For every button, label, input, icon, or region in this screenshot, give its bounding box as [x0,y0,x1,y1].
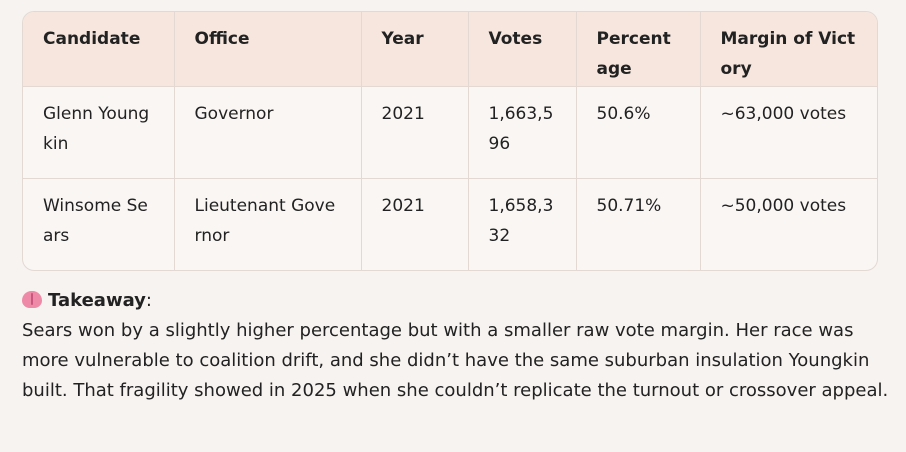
cell-candidate: Winsome Sears [23,178,175,270]
column-header-margin: Margin of Victory [700,12,877,87]
takeaway-text: Sears won by a slightly higher percentag… [22,320,889,401]
table-header-row: Candidate Office Year Votes Percentage M… [23,12,877,87]
column-header-candidate: Candidate [23,12,175,87]
brain-icon [22,291,42,308]
takeaway-title: Takeaway [48,290,146,311]
table-row: Glenn Youngkin Governor 2021 1,663,596 5… [23,86,877,179]
cell-votes: 1,663,596 [468,86,577,179]
column-header-year: Year [361,12,469,87]
cell-percentage: 50.71% [576,178,701,270]
column-header-votes: Votes [468,12,577,87]
cell-office: Governor [174,86,362,179]
results-table: Candidate Office Year Votes Percentage M… [23,12,877,270]
cell-margin: ~63,000 votes [700,86,877,179]
cell-office: Lieutenant Governor [174,178,362,270]
column-header-percentage: Percentage [576,12,701,87]
cell-year: 2021 [361,178,469,270]
cell-candidate: Glenn Youngkin [23,86,175,179]
cell-percentage: 50.6% [576,86,701,179]
results-table-container: Candidate Office Year Votes Percentage M… [22,11,878,271]
table-row: Winsome Sears Lieutenant Governor 2021 1… [23,178,877,270]
cell-margin: ~50,000 votes [720,195,847,216]
cell-votes: 1,658,332 [468,178,577,270]
cell-year: 2021 [361,86,469,179]
takeaway-colon: : [145,290,152,311]
column-header-office: Office [174,12,362,87]
takeaway-heading: Takeaway: [22,286,892,316]
takeaway-section: Takeaway: Sears won by a slightly higher… [22,286,892,406]
